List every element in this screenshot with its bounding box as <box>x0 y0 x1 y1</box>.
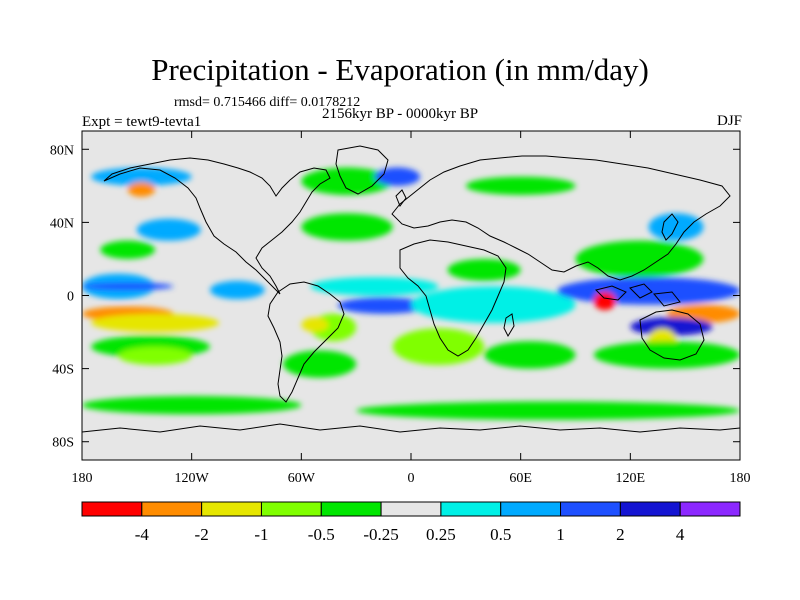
field-region <box>374 167 421 186</box>
lon-tick-label: 120W <box>175 471 210 486</box>
coastline-africa <box>399 239 507 357</box>
field-region <box>301 317 329 333</box>
field-region <box>118 346 192 365</box>
colorbar-swatch <box>141 501 203 517</box>
colorbar-swatch <box>679 501 741 517</box>
coastline-eurasia <box>391 155 731 281</box>
field-region <box>465 176 576 195</box>
lat-tick-label: 80N <box>50 143 74 158</box>
field-region <box>301 167 393 195</box>
lat-tick-label: 0 <box>67 290 74 305</box>
season-label: DJF <box>716 113 742 129</box>
field-region <box>283 350 357 378</box>
colorbar-label: 1 <box>556 525 565 544</box>
colorbar-swatch <box>201 501 262 517</box>
field-region <box>356 401 740 420</box>
field-region <box>127 182 156 197</box>
lat-tick-label: 80S <box>52 436 74 451</box>
field-region <box>593 291 616 311</box>
period-label: 2156kyr BP - 0000kyr BP <box>322 106 479 122</box>
field-region <box>593 341 740 369</box>
colorbar-swatch <box>260 501 322 517</box>
field-region <box>310 277 439 296</box>
colorbar-swatch <box>81 501 143 517</box>
lon-tick-label: 180 <box>72 471 93 486</box>
field-region <box>447 258 521 281</box>
lon-tick-label: 0 <box>408 471 415 486</box>
field-region <box>484 341 576 369</box>
lon-tick-label: 60W <box>288 471 316 486</box>
colorbar-swatch <box>380 501 442 517</box>
colorbar-label: -2 <box>195 525 209 544</box>
field-region <box>209 280 265 300</box>
colorbar-swatch <box>500 501 562 517</box>
colorbar-label: -0.5 <box>308 525 335 544</box>
colorbar-swatch <box>619 501 681 517</box>
lat-tick-label: 40N <box>50 216 74 231</box>
field-region <box>301 213 393 241</box>
lat-tick-label: 40S <box>52 363 74 378</box>
coastline-australia <box>639 309 705 361</box>
stats-line: rmsd= 0.715466 diff= 0.0178212 <box>174 95 361 110</box>
field-region <box>91 313 220 333</box>
colorbar-label: 4 <box>676 525 685 544</box>
lon-tick-label: 180 <box>730 471 751 486</box>
colorbar-label: 0.25 <box>426 525 456 544</box>
coastline-greenland <box>335 145 389 195</box>
coastline-madagascar <box>503 313 515 338</box>
field-region <box>630 317 713 336</box>
colorbar-label: 0.5 <box>490 525 511 544</box>
chart-title: Precipitation - Evaporation (in mm/day) <box>151 52 649 87</box>
field-region <box>82 282 174 291</box>
colorbar-swatch <box>560 501 621 517</box>
experiment-label: Expt = tewt9-tevta1 <box>82 114 202 130</box>
colorbar-swatch <box>320 501 382 517</box>
field-region <box>136 218 201 241</box>
coastline-uk <box>395 189 407 208</box>
colorbar-label: 2 <box>616 525 625 544</box>
coastline-antarctica <box>82 423 740 433</box>
colorbar-label: -4 <box>135 525 150 544</box>
colorbar-swatch <box>440 501 502 517</box>
field-region <box>411 286 576 323</box>
coastline-north-america <box>103 157 331 295</box>
field-region <box>100 240 156 259</box>
colorbar-label: -1 <box>254 525 268 544</box>
field-region <box>392 328 485 365</box>
lon-tick-label: 60E <box>509 471 532 486</box>
field-region <box>82 396 302 415</box>
field-region <box>557 277 740 305</box>
lon-tick-label: 120E <box>616 471 646 486</box>
colorbar-label: -0.25 <box>363 525 398 544</box>
field-region <box>337 297 430 314</box>
coastline-south-america <box>267 281 345 403</box>
coastline-maritime-continent <box>595 283 681 307</box>
coastline-japan <box>661 213 679 241</box>
